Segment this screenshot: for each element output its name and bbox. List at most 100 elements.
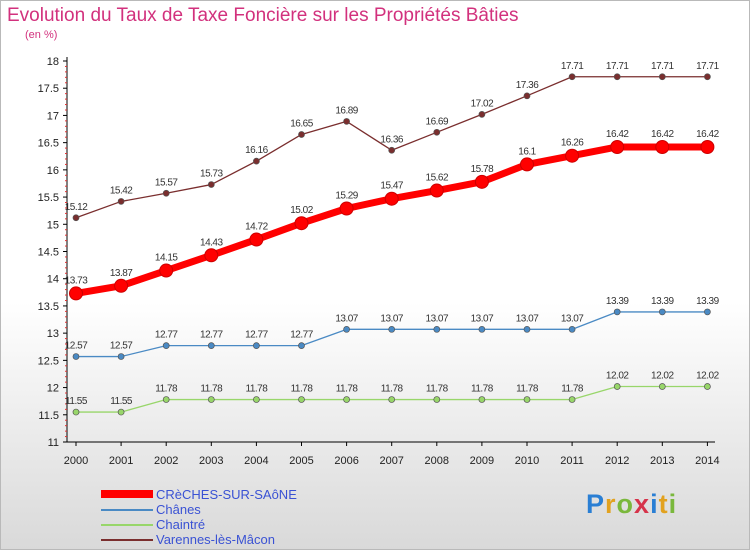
y-tick-label: 13.5 bbox=[38, 301, 59, 313]
data-point bbox=[658, 383, 666, 390]
data-point bbox=[704, 73, 711, 81]
legend-swatch-chanes bbox=[101, 509, 153, 511]
data-point bbox=[207, 342, 215, 350]
data-label: 13.39 bbox=[606, 296, 629, 307]
legend-label-creches: CRèCHES-SUR-SAôNE bbox=[156, 487, 297, 502]
y-tick-label: 11.5 bbox=[38, 410, 59, 422]
data-label: 12.02 bbox=[606, 370, 629, 381]
legend-swatch-creches bbox=[101, 490, 153, 498]
data-label: 16.65 bbox=[290, 118, 313, 129]
x-tick-label: 2006 bbox=[334, 455, 358, 467]
data-point bbox=[388, 146, 396, 154]
x-tick-label: 2001 bbox=[109, 455, 133, 467]
data-label: 16.89 bbox=[335, 105, 358, 116]
data-point bbox=[613, 308, 621, 316]
data-point bbox=[568, 396, 576, 403]
data-label: 15.47 bbox=[380, 181, 403, 192]
legend-label-varennes: Varennes-lès-Mâcon bbox=[156, 532, 275, 547]
data-label: 15.42 bbox=[110, 185, 133, 196]
x-tick-label: 2007 bbox=[379, 455, 403, 467]
data-point bbox=[343, 325, 350, 333]
data-point bbox=[520, 157, 534, 172]
data-point bbox=[613, 383, 621, 390]
data-label: 16.69 bbox=[426, 116, 449, 127]
data-point bbox=[478, 325, 486, 333]
chart-unit: (en %) bbox=[25, 29, 58, 41]
data-label: 15.78 bbox=[471, 164, 494, 175]
data-point bbox=[700, 139, 715, 154]
legend: CRèCHES-SUR-SAôNE Chânes Chaintré Varenn… bbox=[101, 487, 401, 547]
data-point bbox=[658, 73, 666, 81]
data-label: 16.1 bbox=[518, 146, 536, 157]
data-point bbox=[114, 278, 129, 293]
data-label: 12.77 bbox=[290, 330, 313, 341]
data-point bbox=[298, 396, 305, 403]
data-label: 16.42 bbox=[606, 129, 629, 140]
data-point bbox=[523, 396, 531, 403]
data-label: 14.43 bbox=[200, 237, 223, 248]
data-point bbox=[207, 181, 215, 188]
y-tick-label: 16.5 bbox=[38, 138, 59, 150]
data-label: 13.07 bbox=[516, 313, 539, 324]
data-point bbox=[69, 286, 83, 301]
data-point bbox=[72, 408, 80, 416]
data-label: 13.07 bbox=[561, 313, 584, 324]
data-label: 11.55 bbox=[110, 396, 133, 407]
data-label: 14.72 bbox=[245, 222, 268, 233]
data-point bbox=[523, 325, 531, 333]
data-point bbox=[117, 353, 125, 360]
data-point bbox=[610, 139, 625, 154]
data-point bbox=[388, 396, 396, 403]
data-label: 12.02 bbox=[651, 370, 674, 381]
data-point bbox=[658, 308, 666, 316]
data-label: 12.77 bbox=[200, 330, 223, 341]
chart-title: Evolution du Taux de Taxe Foncière sur l… bbox=[7, 5, 519, 26]
data-label: 16.42 bbox=[696, 129, 719, 140]
data-label: 17.71 bbox=[606, 61, 629, 72]
y-tick-label: 17.5 bbox=[38, 83, 59, 95]
x-tick-label: 2009 bbox=[470, 455, 494, 467]
data-point bbox=[704, 308, 711, 316]
data-label: 11.78 bbox=[336, 384, 359, 395]
data-label: 15.12 bbox=[65, 202, 88, 213]
data-point bbox=[298, 131, 305, 138]
data-label: 13.73 bbox=[65, 275, 88, 286]
x-tick-label: 2010 bbox=[515, 455, 539, 467]
x-tick-label: 2000 bbox=[64, 455, 88, 467]
y-tick-label: 15 bbox=[47, 219, 59, 231]
data-point bbox=[478, 396, 486, 403]
data-point bbox=[429, 183, 444, 198]
data-label: 15.29 bbox=[335, 191, 358, 202]
data-point bbox=[253, 396, 260, 403]
data-label: 11.55 bbox=[65, 396, 88, 407]
data-point bbox=[474, 174, 489, 189]
data-label: 13.07 bbox=[335, 313, 358, 324]
data-label: 11.78 bbox=[516, 384, 539, 395]
data-point bbox=[433, 128, 441, 136]
data-label: 12.77 bbox=[155, 330, 178, 341]
data-point bbox=[343, 118, 350, 125]
data-point bbox=[207, 396, 215, 403]
data-label: 17.71 bbox=[696, 61, 719, 72]
data-point bbox=[159, 263, 174, 278]
data-label: 17.36 bbox=[516, 80, 539, 91]
data-label: 11.78 bbox=[200, 384, 223, 395]
legend-label-chaintre: Chaintré bbox=[156, 517, 206, 532]
data-label: 13.07 bbox=[380, 313, 403, 324]
data-label: 11.78 bbox=[426, 384, 449, 395]
y-tick-label: 14.5 bbox=[38, 247, 59, 259]
data-label: 17.71 bbox=[561, 61, 584, 72]
y-tick-label: 16 bbox=[47, 165, 59, 177]
data-label: 15.02 bbox=[290, 205, 313, 216]
x-tick-label: 2014 bbox=[695, 455, 719, 467]
y-tick-label: 13 bbox=[47, 328, 59, 340]
proxiti-logo: Proxiti bbox=[586, 489, 678, 519]
data-point bbox=[433, 396, 441, 403]
data-label: 15.62 bbox=[426, 173, 449, 184]
data-label: 16.16 bbox=[245, 145, 268, 156]
data-point bbox=[162, 189, 170, 197]
data-point bbox=[343, 396, 350, 403]
data-label: 11.78 bbox=[561, 384, 584, 395]
data-label: 15.73 bbox=[200, 169, 223, 180]
